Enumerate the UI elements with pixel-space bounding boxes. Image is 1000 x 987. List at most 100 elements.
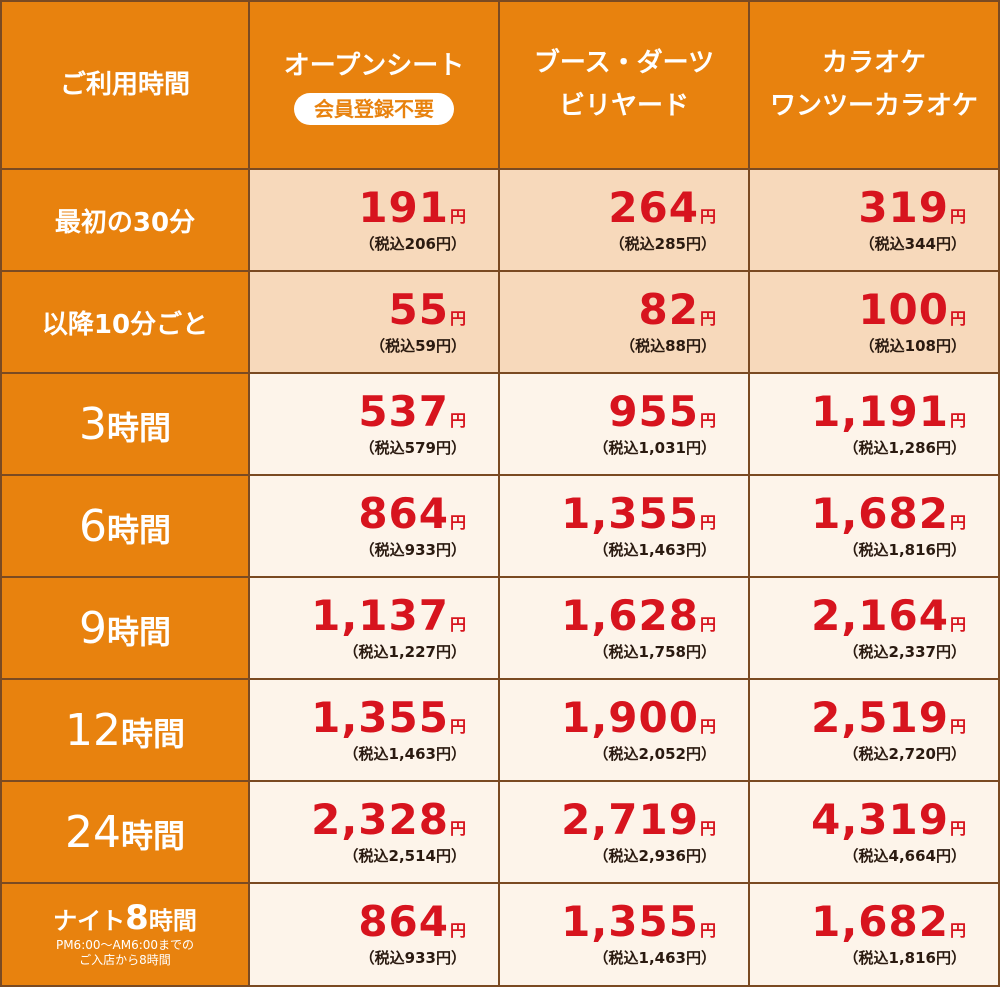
price-main: 864円: [358, 901, 466, 943]
price-value: 1,355: [561, 897, 699, 946]
price-cell: 1,137円 （税込1,227円）: [250, 578, 500, 680]
row-label-duration: 3時間: [79, 399, 171, 450]
price-unit: 円: [449, 410, 466, 430]
tax-value: 1,463: [638, 949, 686, 967]
duration-unit: 時間: [120, 816, 185, 855]
tax-prefix: （税込: [370, 336, 416, 355]
membership-badge: 会員登録不要: [294, 93, 454, 126]
header-column-label: ビリヤード: [558, 91, 689, 121]
tax-suffix: 円）: [685, 438, 716, 457]
price-unit: 円: [699, 512, 716, 532]
price-cell: 191円 （税込206円）: [250, 170, 500, 272]
price-tax-included: （税込1,816円）: [844, 539, 966, 560]
price-unit: 円: [949, 921, 966, 940]
price-cell: 1,900円 （税込2,052円）: [500, 680, 750, 782]
header-column-label: ブース・ダーツ: [533, 48, 715, 79]
price-unit: 円: [699, 818, 716, 838]
price-unit: 円: [449, 308, 466, 328]
price-value: 264: [608, 182, 699, 232]
tax-prefix: （税込: [343, 744, 389, 763]
tax-value: 1,463: [388, 744, 436, 763]
tax-suffix: 円）: [435, 234, 466, 253]
row-label-duration: 9時間: [79, 603, 171, 654]
tax-value: 1,031: [638, 438, 686, 457]
price-main: 2,328円: [311, 798, 466, 841]
price-tax-included: （税込1,286円）: [844, 437, 966, 458]
price-main: 319円: [858, 186, 966, 229]
price-cell: 1,682円 （税込1,816円）: [750, 476, 1000, 578]
row-label-5: 9時間: [0, 578, 250, 680]
price-tax-included: （税込59円）: [370, 335, 466, 356]
tax-prefix: （税込: [620, 336, 666, 355]
tax-suffix: 円）: [685, 949, 716, 967]
duration-number: 8: [125, 898, 149, 939]
tax-value: 2,337: [888, 642, 936, 661]
price-tax-included: （税込933円）: [360, 539, 466, 560]
duration-number: 12: [64, 704, 121, 756]
price-value: 864: [358, 488, 449, 538]
duration-number: 3: [78, 398, 107, 450]
row-label-4: 6時間: [0, 476, 250, 578]
tax-value: 206: [404, 234, 436, 253]
price-main: 100円: [858, 288, 966, 331]
price-main: 1,900円: [561, 696, 716, 739]
tax-value: 2,720: [888, 744, 936, 763]
tax-suffix: 円）: [935, 234, 966, 253]
price-value: 82: [638, 284, 699, 334]
tax-prefix: （税込: [609, 234, 655, 253]
price-cell: 1,628円 （税込1,758円）: [500, 578, 750, 680]
price-cell: 1,682円 （税込1,816円）: [750, 884, 1000, 987]
tax-suffix: 円）: [935, 846, 966, 865]
price-tax-included: （税込1,463円）: [344, 743, 466, 764]
row-label-text: 以降10分ごと: [41, 309, 209, 340]
price-value: 1,137: [311, 590, 449, 640]
tax-prefix: （税込: [359, 438, 405, 457]
price-value: 1,355: [561, 488, 699, 538]
row-label-text: 最初の30分: [54, 207, 196, 238]
price-value: 1,682: [811, 488, 949, 538]
tax-suffix: 円）: [435, 949, 466, 967]
price-main: 1,682円: [811, 901, 966, 943]
tax-prefix: （税込: [593, 540, 639, 559]
price-main: 55円: [389, 288, 466, 331]
tax-value: 59: [415, 336, 436, 355]
price-cell: 264円 （税込285円）: [500, 170, 750, 272]
price-main: 1,682円: [811, 492, 966, 535]
price-tax-included: （税込2,720円）: [844, 743, 966, 764]
price-cell: 1,355円 （税込1,463円）: [500, 476, 750, 578]
tax-value: 1,227: [388, 642, 436, 661]
duration-number: 6: [78, 500, 107, 552]
price-tax-included: （税込1,227円）: [344, 641, 466, 662]
price-unit: 円: [949, 512, 966, 532]
price-tax-included: （税込2,514円）: [344, 845, 466, 866]
tax-suffix: 円）: [685, 744, 716, 763]
tax-prefix: （税込: [843, 846, 889, 865]
price-cell: 537円 （税込579円）: [250, 374, 500, 476]
header-column-label: カラオケ: [821, 48, 926, 79]
night-plan-note: ご入店から8時間: [79, 953, 171, 968]
tax-prefix: （税込: [593, 744, 639, 763]
duration-unit: 時間: [106, 612, 171, 651]
price-unit: 円: [699, 308, 716, 328]
price-value: 2,328: [311, 794, 449, 844]
price-unit: 円: [949, 308, 966, 328]
tax-suffix: 円）: [935, 642, 966, 661]
tax-prefix: （税込: [343, 846, 389, 865]
tax-suffix: 円）: [935, 336, 966, 355]
row-label-duration: 6時間: [79, 501, 171, 552]
tax-value: 2,514: [388, 846, 436, 865]
duration-unit: 時間: [106, 408, 171, 447]
price-cell: 82円 （税込88円）: [500, 272, 750, 374]
price-unit: 円: [949, 818, 966, 838]
tax-value: 88: [665, 336, 686, 355]
price-tax-included: （税込1,463円）: [594, 539, 716, 560]
price-main: 1,355円: [311, 696, 466, 739]
tax-suffix: 円）: [935, 949, 966, 967]
tax-prefix: （税込: [843, 438, 889, 457]
price-tax-included: （税込2,052円）: [594, 743, 716, 764]
price-unit: 円: [699, 614, 716, 634]
tax-prefix: （税込: [859, 336, 905, 355]
price-unit: 円: [949, 410, 966, 430]
tax-suffix: 円）: [685, 642, 716, 661]
tax-value: 1,816: [888, 949, 936, 967]
